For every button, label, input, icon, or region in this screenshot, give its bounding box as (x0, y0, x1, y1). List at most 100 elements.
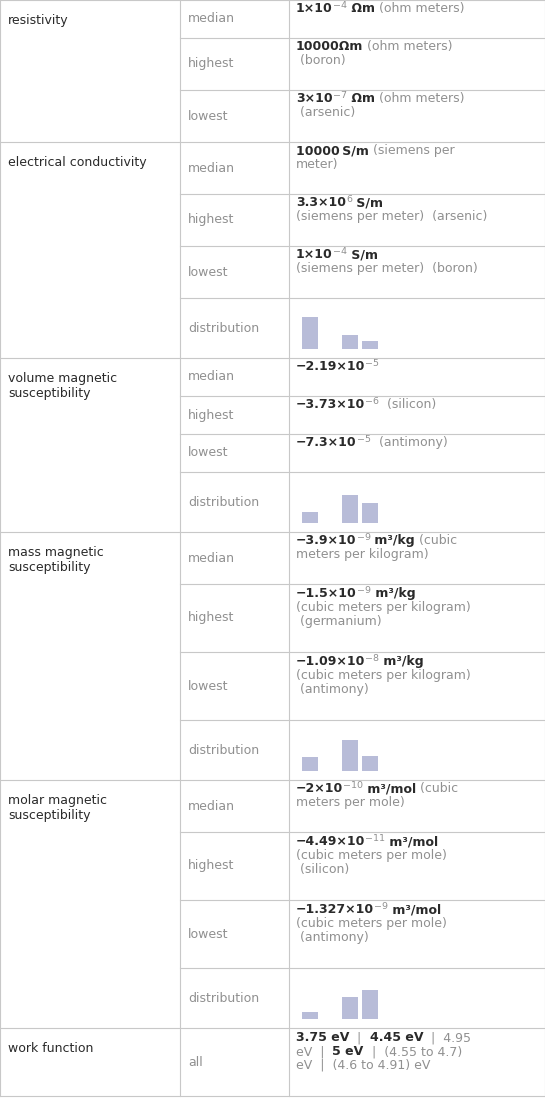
Text: −4: −4 (333, 248, 347, 257)
Text: (ohm meters): (ohm meters) (364, 40, 453, 53)
Text: highest: highest (188, 408, 234, 422)
Text: (cubic: (cubic (415, 534, 457, 547)
Text: meter): meter) (296, 159, 338, 171)
Text: median: median (188, 552, 235, 565)
Bar (342, 998, 358, 1020)
Text: (cubic meters per mole): (cubic meters per mole) (296, 917, 447, 930)
Text: lowest: lowest (188, 679, 228, 693)
Text: volume magnetic
susceptibility: volume magnetic susceptibility (8, 372, 117, 400)
Text: (cubic meters per mole): (cubic meters per mole) (296, 849, 447, 862)
Bar (302, 317, 318, 349)
Text: −3.73×10: −3.73×10 (296, 399, 365, 411)
Text: −7.3×10: −7.3×10 (296, 436, 356, 449)
Bar (342, 495, 358, 523)
Text: resistivity: resistivity (8, 14, 69, 28)
Text: work function: work function (8, 1042, 93, 1055)
Text: (ohm meters): (ohm meters) (375, 2, 464, 15)
Text: −5: −5 (356, 435, 371, 444)
Text: highest: highest (188, 214, 234, 227)
Text: 5 eV: 5 eV (332, 1045, 364, 1058)
Text: −8: −8 (365, 654, 379, 663)
Text: (cubic meters per kilogram): (cubic meters per kilogram) (296, 601, 471, 614)
Text: (siemens per: (siemens per (369, 144, 455, 157)
Text: 1×10: 1×10 (296, 248, 333, 261)
Text: meters per mole): meters per mole) (296, 796, 405, 809)
Text: −7: −7 (332, 91, 347, 100)
Text: (antimony): (antimony) (296, 683, 369, 696)
Text: 3.75 eV: 3.75 eV (296, 1031, 349, 1044)
Text: 6: 6 (346, 195, 352, 205)
Text: m³/mol: m³/mol (364, 782, 416, 795)
Text: median: median (188, 799, 235, 813)
Text: (ohm meters): (ohm meters) (374, 92, 464, 105)
Text: 10000Ωm: 10000Ωm (296, 40, 364, 53)
Text: highest: highest (188, 860, 234, 872)
Text: −6: −6 (365, 397, 379, 406)
Text: S/m: S/m (352, 196, 383, 209)
Text: molar magnetic
susceptibility: molar magnetic susceptibility (8, 794, 107, 822)
Text: −10: −10 (343, 782, 364, 791)
Text: 4.45 eV: 4.45 eV (370, 1031, 423, 1044)
Text: −1.327×10: −1.327×10 (296, 903, 374, 916)
Bar (342, 741, 358, 771)
Text: Ωm: Ωm (347, 2, 375, 15)
Text: −11: −11 (365, 835, 385, 843)
Text: median: median (188, 162, 235, 174)
Text: eV  |: eV | (296, 1045, 332, 1058)
Text: (boron): (boron) (296, 54, 346, 67)
Bar (362, 341, 378, 349)
Text: (cubic meters per kilogram): (cubic meters per kilogram) (296, 669, 471, 682)
Text: m³/kg: m³/kg (379, 655, 424, 668)
Text: highest: highest (188, 611, 234, 624)
Bar (302, 756, 318, 771)
Text: −2×10: −2×10 (296, 782, 343, 795)
Text: −4: −4 (333, 1, 347, 10)
Bar (302, 1012, 318, 1020)
Text: −4.49×10: −4.49×10 (296, 835, 365, 848)
Text: electrical conductivity: electrical conductivity (8, 156, 147, 168)
Text: 10000 S/m: 10000 S/m (296, 144, 369, 157)
Text: −9: −9 (357, 587, 371, 596)
Text: |  4.95: | 4.95 (423, 1031, 471, 1044)
Text: highest: highest (188, 57, 234, 70)
Text: all: all (188, 1056, 203, 1068)
Text: (siemens per meter)  (boron): (siemens per meter) (boron) (296, 262, 478, 275)
Bar (362, 990, 378, 1020)
Text: −5: −5 (365, 359, 379, 368)
Text: median: median (188, 12, 235, 25)
Text: (siemens per meter)  (arsenic): (siemens per meter) (arsenic) (296, 210, 487, 224)
Text: −9: −9 (356, 533, 371, 543)
Text: m³/kg: m³/kg (371, 587, 415, 600)
Text: 3.3×10: 3.3×10 (296, 196, 346, 209)
Text: (arsenic): (arsenic) (296, 106, 355, 119)
Text: 1×10: 1×10 (296, 2, 333, 15)
Text: Ωm: Ωm (347, 92, 374, 105)
Text: lowest: lowest (188, 927, 228, 940)
Text: (antimony): (antimony) (296, 931, 369, 944)
Text: S/m: S/m (347, 248, 378, 261)
Text: −1.5×10: −1.5×10 (296, 587, 357, 600)
Text: |: | (349, 1031, 370, 1044)
Text: (cubic: (cubic (416, 782, 458, 795)
Text: m³/mol: m³/mol (388, 903, 441, 916)
Text: m³/kg: m³/kg (371, 534, 415, 547)
Text: distribution: distribution (188, 495, 259, 509)
Bar (362, 502, 378, 523)
Text: distribution: distribution (188, 743, 259, 756)
Text: meters per kilogram): meters per kilogram) (296, 548, 428, 562)
Bar (342, 335, 358, 349)
Text: mass magnetic
susceptibility: mass magnetic susceptibility (8, 546, 104, 574)
Text: distribution: distribution (188, 321, 259, 335)
Text: distribution: distribution (188, 992, 259, 1004)
Text: (germanium): (germanium) (296, 615, 381, 628)
Text: (silicon): (silicon) (379, 399, 437, 411)
Bar (302, 512, 318, 523)
Text: median: median (188, 371, 235, 383)
Text: −9: −9 (374, 903, 388, 912)
Text: eV  |  (4.6 to 4.91) eV: eV | (4.6 to 4.91) eV (296, 1059, 431, 1072)
Text: lowest: lowest (188, 447, 228, 459)
Text: 3×10: 3×10 (296, 92, 332, 105)
Text: m³/mol: m³/mol (385, 835, 439, 848)
Bar (362, 756, 378, 771)
Text: (silicon): (silicon) (296, 863, 349, 876)
